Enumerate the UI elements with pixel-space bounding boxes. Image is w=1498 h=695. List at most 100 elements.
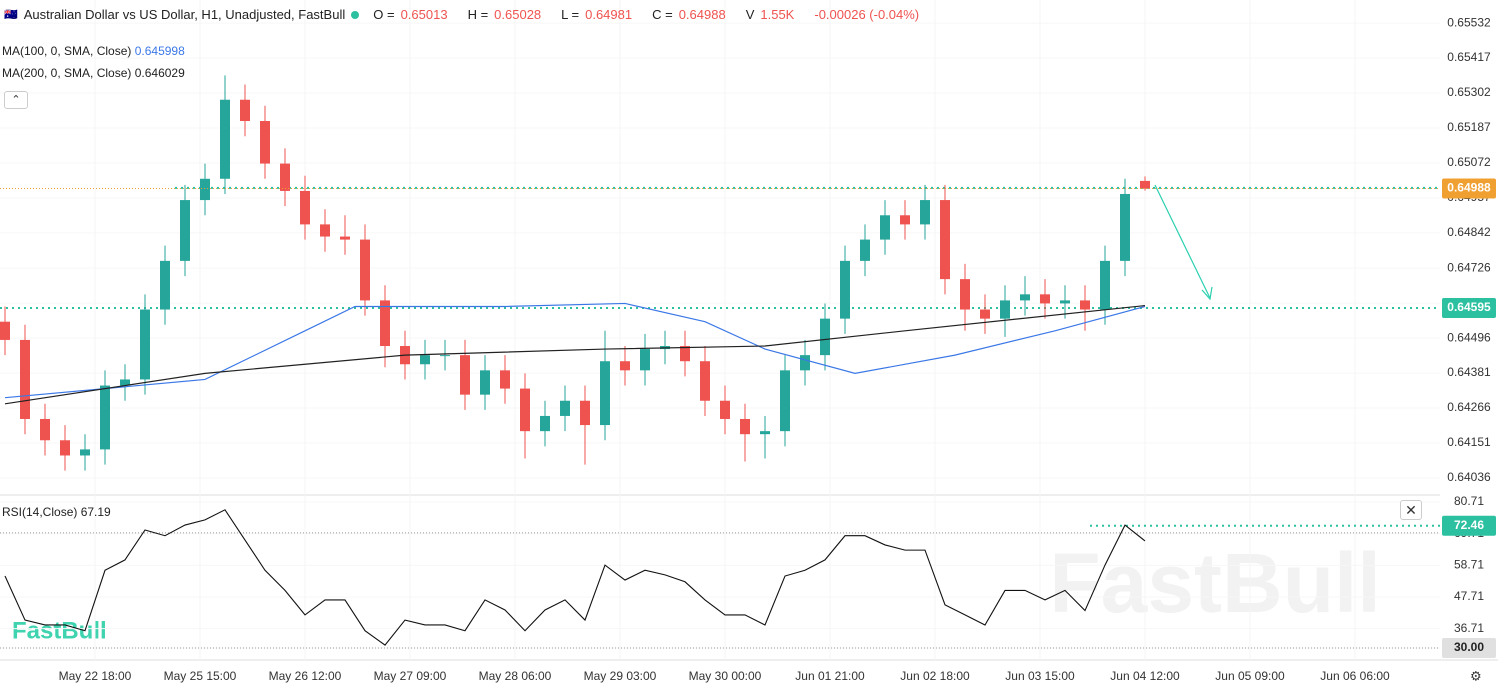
candle-body	[880, 215, 890, 240]
candle-body	[1120, 193, 1130, 261]
candle-body	[520, 388, 530, 432]
ma-legend: MA(100, 0, SMA, Close) 0.645998	[2, 44, 185, 58]
candle-body	[680, 346, 690, 362]
x-tick-label: May 26 12:00	[269, 669, 342, 683]
arrow	[1154, 184, 1211, 299]
candle-body	[60, 440, 70, 456]
candle-body	[1020, 294, 1030, 301]
candle-body	[920, 200, 930, 225]
candle-body	[740, 418, 750, 435]
candle-body	[600, 361, 610, 426]
last-price-label-box	[1442, 178, 1496, 199]
rsi-line	[4, 509, 1146, 646]
y-tick-label: 0.64726	[1447, 260, 1491, 274]
y-tick-label: 0.65187	[1447, 120, 1491, 134]
ohlc-label: H =	[467, 7, 489, 22]
candle-body	[900, 215, 910, 225]
y-tick-label: 47.71	[1454, 589, 1484, 603]
x-tick-label: May 30 00:00	[689, 669, 762, 683]
last-price-label: 0.64988	[1447, 181, 1491, 195]
candle-body	[640, 349, 650, 371]
candle-body	[820, 318, 830, 356]
candle-body	[480, 370, 490, 395]
candle-body	[360, 239, 370, 301]
x-tick-label: May 28 06:00	[479, 669, 552, 683]
candle-body	[200, 178, 210, 201]
candle-body	[100, 385, 110, 450]
x-tick-label: Jun 02 18:00	[900, 669, 970, 683]
volume-label: V	[745, 7, 755, 22]
candle-body	[1000, 300, 1010, 319]
collapse-button[interactable]: ⌃	[4, 91, 28, 109]
y-tick-label: 0.64266	[1447, 400, 1491, 414]
x-tick-label: Jun 04 12:00	[1110, 669, 1180, 683]
settings-icon[interactable]: ⚙	[1470, 668, 1482, 683]
y-tick-label: 80.71	[1454, 494, 1484, 508]
candle-body	[1040, 294, 1050, 304]
candle-body	[220, 99, 230, 179]
close-button[interactable]: ✕	[1400, 500, 1422, 520]
candle-body	[1060, 300, 1070, 304]
y-tick-label: 0.64381	[1447, 365, 1491, 379]
candle-body	[780, 370, 790, 432]
x-tick-label: Jun 01 21:00	[795, 669, 865, 683]
candle-body	[260, 121, 270, 164]
ohlc-label: L =	[561, 7, 580, 22]
y-tick-label: 58.71	[1454, 558, 1484, 572]
ohlc-value: 0.65013	[400, 7, 448, 22]
ohlc-value: 0.65028	[494, 7, 542, 22]
y-tick-label: 0.65532	[1447, 15, 1491, 29]
x-tick-label: May 29 03:00	[584, 669, 657, 683]
x-tick-label: Jun 06 06:00	[1320, 669, 1390, 683]
legend-value: 0.645998	[134, 44, 185, 58]
rsi-legend: RSI(14,Close) 67.19	[2, 505, 111, 519]
candle-body	[720, 400, 730, 419]
x-tick-label: Jun 05 09:00	[1215, 669, 1285, 683]
level-label: 72.46	[1454, 518, 1484, 532]
candle-body	[860, 239, 870, 261]
candle-body	[700, 361, 710, 401]
y-tick-label: 0.64151	[1447, 435, 1491, 449]
legend-value: 0.646029	[134, 66, 185, 80]
y-tick-label: 0.64496	[1447, 330, 1491, 344]
y-tick-label: 0.64842	[1447, 225, 1491, 239]
x-tick-label: May 27 09:00	[374, 669, 447, 683]
candle-body	[980, 309, 990, 319]
candle-body	[1100, 260, 1110, 310]
candle-body	[280, 163, 290, 191]
watermark: FastBull	[1049, 536, 1380, 630]
logo: FastBull	[12, 617, 107, 644]
candle-body	[840, 260, 850, 319]
ohlc-label: O =	[373, 7, 395, 22]
candle-body	[140, 309, 150, 380]
candle-body	[300, 190, 310, 225]
candle-body	[40, 418, 50, 441]
candle-body	[1080, 300, 1090, 310]
candle-body	[180, 200, 190, 261]
candle-body	[580, 400, 590, 426]
y-tick-label: 36.71	[1454, 621, 1484, 635]
candle-body	[500, 370, 510, 389]
moving-average	[4, 304, 1146, 405]
arrow-head	[1201, 286, 1213, 301]
legend-name: MA(100, 0, SMA, Close)	[2, 44, 132, 58]
y-tick-label: 30.00	[1454, 640, 1484, 654]
ohlc-label: C =	[652, 7, 673, 22]
candle-body	[960, 279, 970, 310]
candle-body	[800, 355, 810, 371]
legend-name: RSI(14,Close)	[2, 505, 78, 519]
candle-body	[160, 260, 170, 310]
candle-body	[460, 355, 470, 395]
candle-body	[420, 355, 430, 365]
candle-body	[1140, 180, 1150, 189]
x-tick-label: May 25 15:00	[164, 669, 237, 683]
level-label-box	[1442, 298, 1496, 319]
moving-average	[4, 302, 1146, 399]
candle-body	[760, 431, 770, 435]
x-tick-label: May 22 18:00	[59, 669, 132, 683]
title: Australian Dollar vs US Dollar, H1, Unad…	[23, 7, 346, 22]
level-label-box	[1442, 515, 1496, 536]
candle-body	[540, 415, 550, 432]
y-tick-label: 0.65417	[1447, 50, 1491, 64]
